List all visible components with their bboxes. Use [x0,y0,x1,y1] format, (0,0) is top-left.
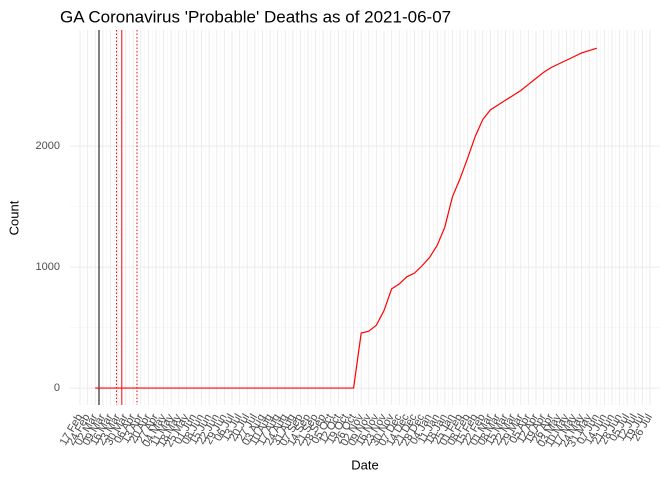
x-axis-label: Date [351,457,378,472]
y-tick-label: 2000 [36,140,60,152]
data-line [95,47,597,389]
y-tick-label: 0 [54,382,60,394]
y-axis-label: Count [6,200,21,235]
chart-title: GA Coronavirus 'Probable' Deaths as of 2… [60,7,451,26]
y-tick-label: 1000 [36,261,60,273]
